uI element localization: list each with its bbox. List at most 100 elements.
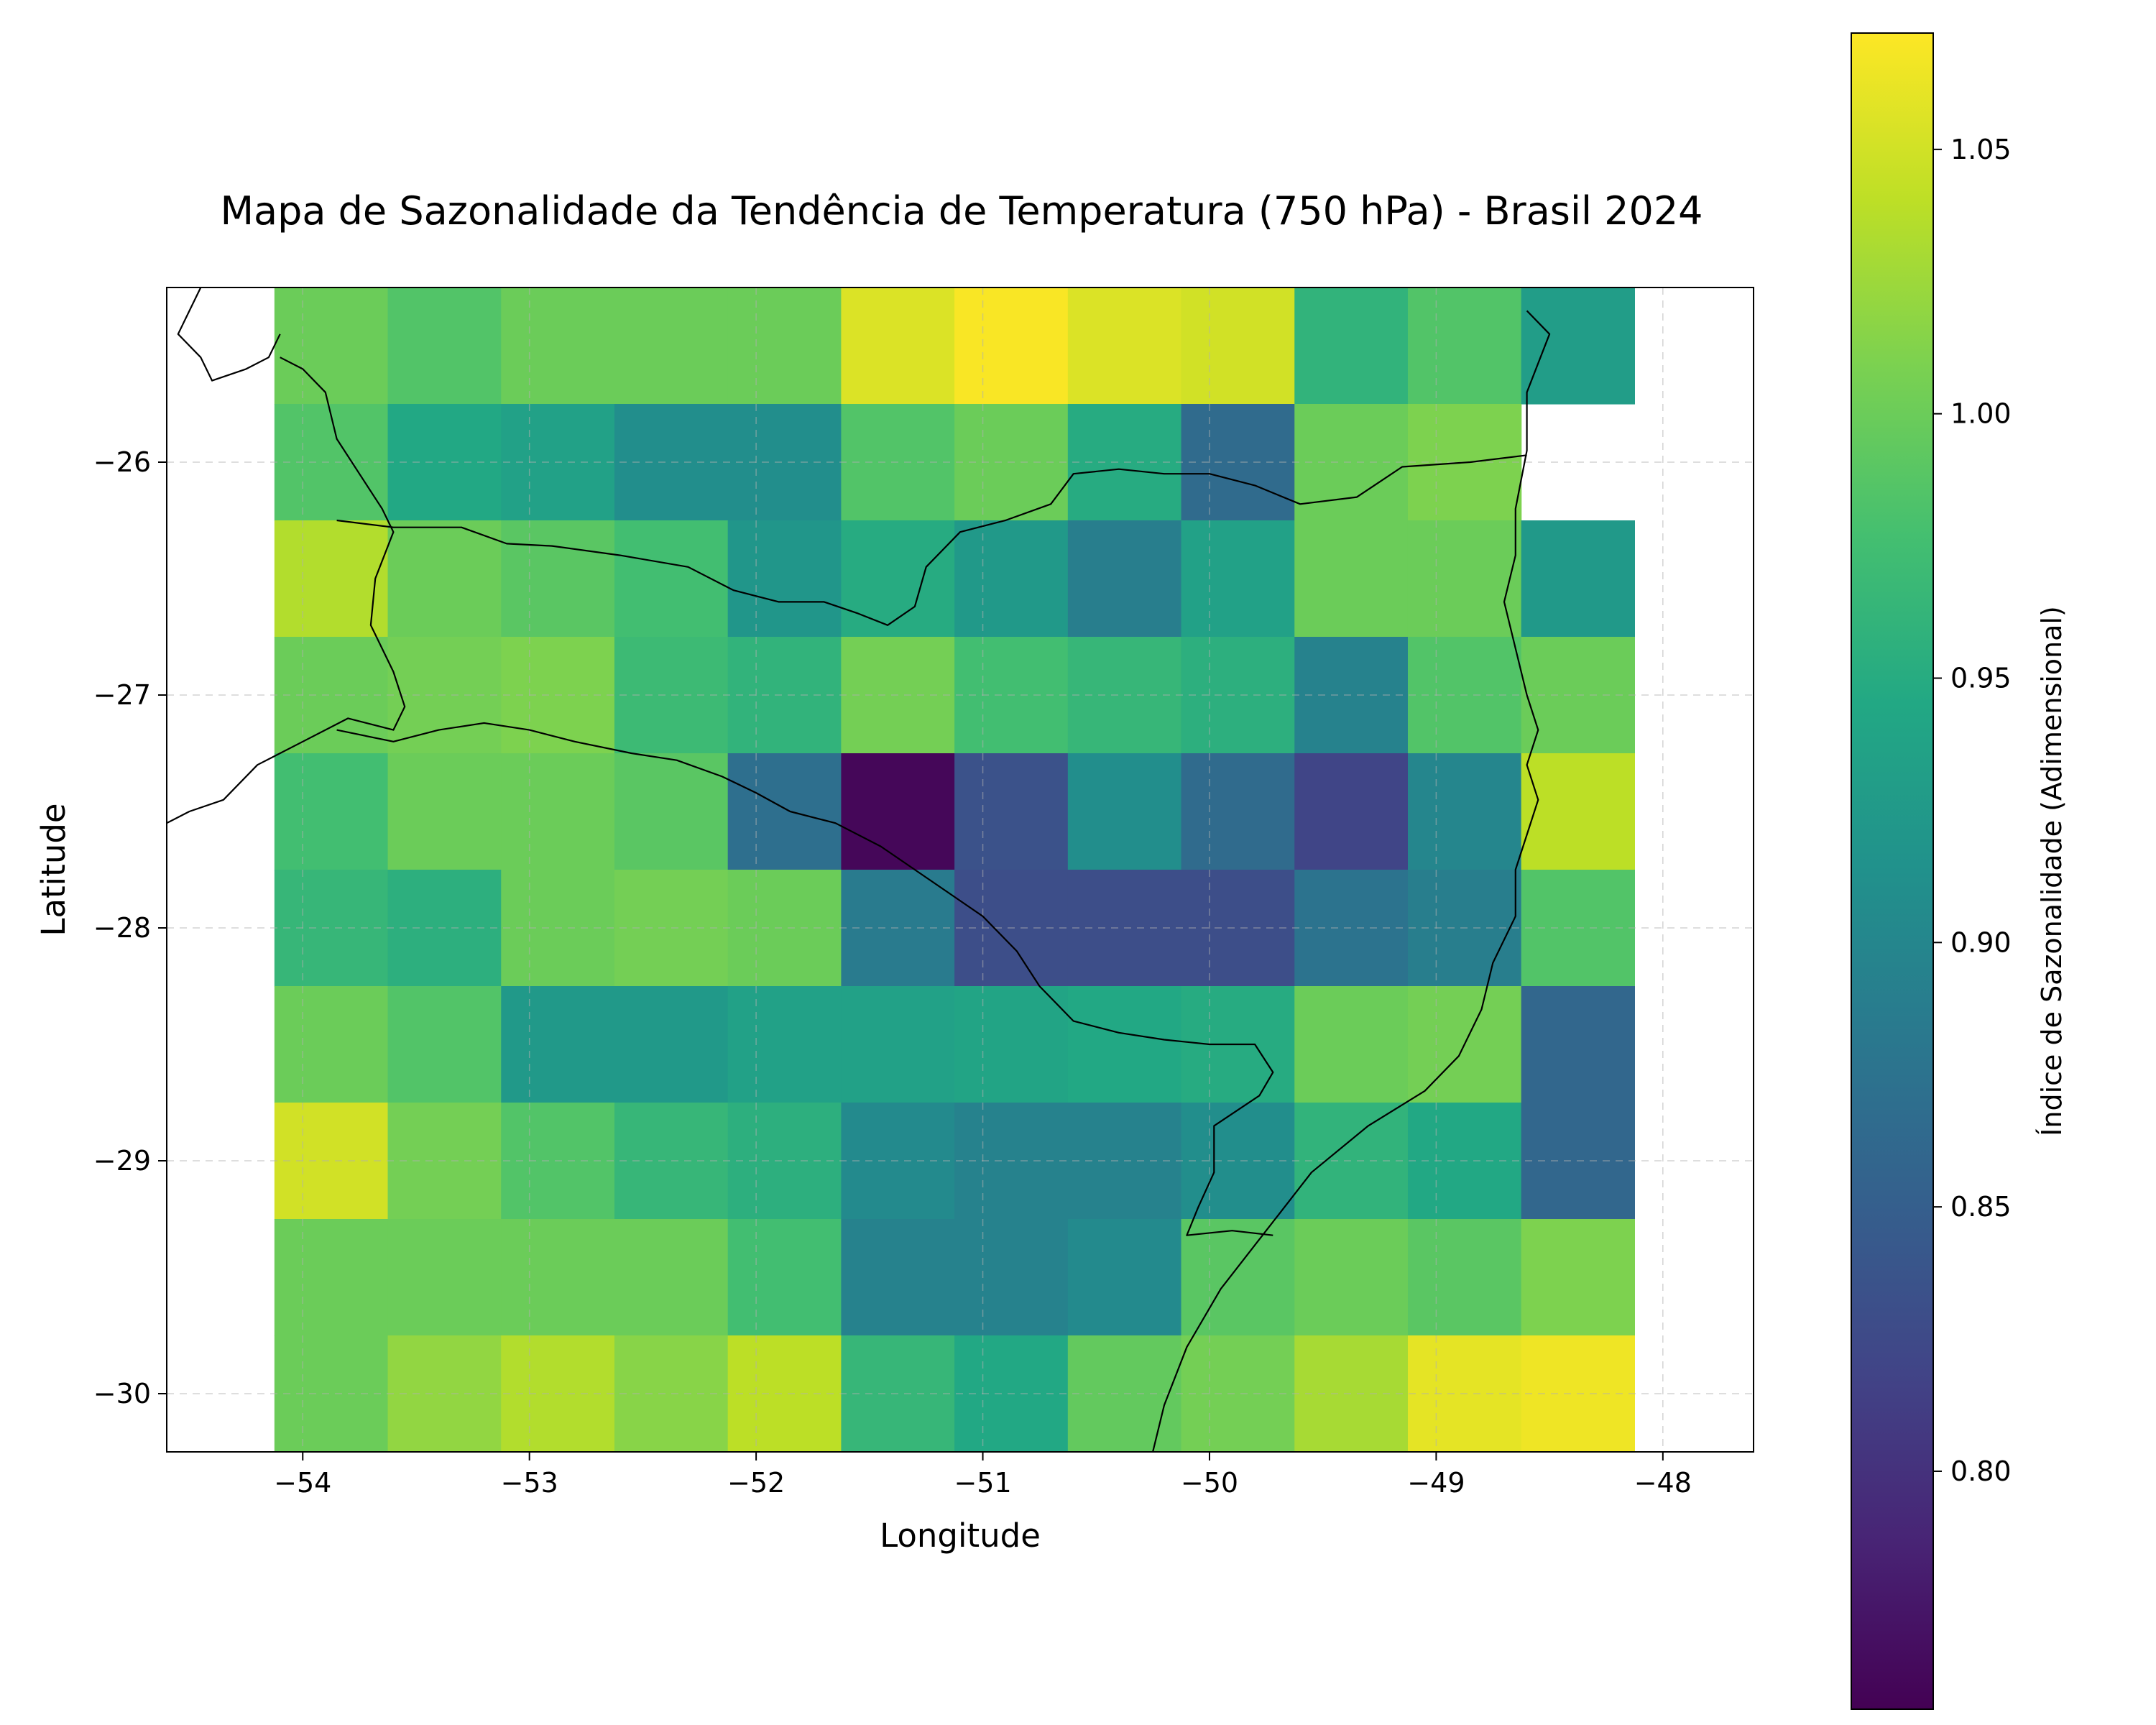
heatmap-cell [1407,288,1522,405]
heatmap-cell [1181,1103,1295,1220]
heatmap-cell [501,1219,615,1336]
gridlines [167,288,1754,1452]
y-tick-label: −30 [93,1378,151,1409]
heatmap-cell [727,520,842,638]
colorbar-tick-label: 0.90 [1950,926,2012,958]
colorbar-tick-label: 1.00 [1950,398,2012,430]
heatmap-cell [1181,520,1295,638]
heatmap-cell [1407,753,1522,870]
colorbar-gradient [1851,32,1934,1710]
heatmap-cell [727,986,842,1103]
heatmap-cell [274,1335,389,1453]
x-axis-ticks: −54 −53 −52 −51 −50 −49 −48 [274,1452,1692,1499]
heatmap-cell [274,520,389,638]
heatmap-cell [1067,288,1182,405]
heatmap-cell [1521,520,1635,638]
heatmap-cell [614,520,729,638]
heatmap-cell [387,288,502,405]
heatmap-cell [1294,753,1409,870]
heatmap-cell [387,1219,502,1336]
map-chart: Mapa de Sazonalidade da Tendência de Tem… [34,188,1754,1555]
heatmap-cell [727,870,842,987]
y-tick-label: −28 [93,912,151,944]
heatmap-cell [274,986,389,1103]
heatmap-cell [501,288,615,405]
boundary-santa-catarina-rio-grande-do-sul [336,722,1274,1236]
y-tick-label: −27 [93,679,151,711]
heatmap-cell [954,753,1069,870]
heatmap-cell [1294,986,1409,1103]
heatmap-cell [727,637,842,754]
heatmap-cell [1521,986,1635,1103]
heatmap-cell [1067,753,1182,870]
heatmap-cell [841,753,955,870]
x-tick-label: −50 [1181,1467,1238,1499]
heatmap-cell [387,753,502,870]
heatmap-cell [1181,404,1295,521]
heatmap-cell [1181,288,1295,405]
heatmap-cell [1181,870,1295,987]
heatmap-cells [274,288,1635,1453]
x-tick-label: −54 [274,1467,331,1499]
x-tick-label: −52 [727,1467,785,1499]
y-tick-label: −29 [93,1145,151,1177]
heatmap-cell [274,288,389,405]
heatmap-cell [1521,753,1635,870]
colorbar-tick-label: 0.85 [1950,1191,2012,1223]
colorbar-tick-label: 0.80 [1950,1455,2012,1487]
heatmap-cell [727,1335,842,1453]
heatmap-cell [1407,520,1522,638]
heatmap-cell [1181,753,1295,870]
heatmap-cell [274,870,389,987]
x-tick-label: −49 [1407,1467,1465,1499]
heatmap-cell [954,1219,1069,1336]
boundary-parana-santa-catarina [336,454,1527,626]
heatmap-cell [501,753,615,870]
heatmap-cell [841,986,955,1103]
x-tick-label: −51 [954,1467,1011,1499]
colorbar-tick-label: 1.05 [1950,134,2012,165]
x-axis-label: Longitude [880,1517,1041,1555]
heatmap-cell [274,637,389,754]
heatmap-cell [274,1103,389,1220]
heatmap-cell [954,986,1069,1103]
heatmap-cell [954,520,1069,638]
heatmap-cell [1294,288,1409,405]
heatmap-cell [727,753,842,870]
heatmap-cell [1067,1219,1182,1336]
heatmap-cell [614,1219,729,1336]
heatmap-cell [501,986,615,1103]
heatmap-cell [1521,1219,1635,1336]
axes-frame [166,287,1754,1453]
heatmap-cell [1067,986,1182,1103]
boundary-coastline [1152,310,1551,1453]
boundary-argentina-border [166,356,406,824]
colorbar-label: Índice de Sazonalidade (Adimensional) [2036,606,2068,1136]
heatmap-cell [387,520,502,638]
heatmap-cell [954,288,1069,405]
x-tick-label: −53 [501,1467,558,1499]
heatmap-cell [1294,1219,1409,1336]
heatmap-cell [274,753,389,870]
heatmap-cell [727,1103,842,1220]
heatmap-cell [614,986,729,1103]
boundary-paraguay-border [177,287,281,382]
chart-title: Mapa de Sazonalidade da Tendência de Tem… [220,188,1703,234]
heatmap-cell [1407,1219,1522,1336]
x-tick-label: −48 [1634,1467,1692,1499]
heatmap-cell [841,1219,955,1336]
heatmap-cell [1067,520,1182,638]
y-tick-label: −26 [93,446,151,478]
heatmap-cell [274,1219,389,1336]
heatmap-cell [727,1219,842,1336]
heatmap-cell [501,520,615,638]
heatmap-cell [387,986,502,1103]
heatmap-cell [1521,288,1635,405]
colorbar-tick-label: 0.95 [1950,662,2012,694]
heatmap-cell [1181,1335,1295,1453]
y-axis-label: Latitude [34,803,73,936]
state-boundaries [166,287,1551,1453]
heatmap-cell [841,288,955,405]
